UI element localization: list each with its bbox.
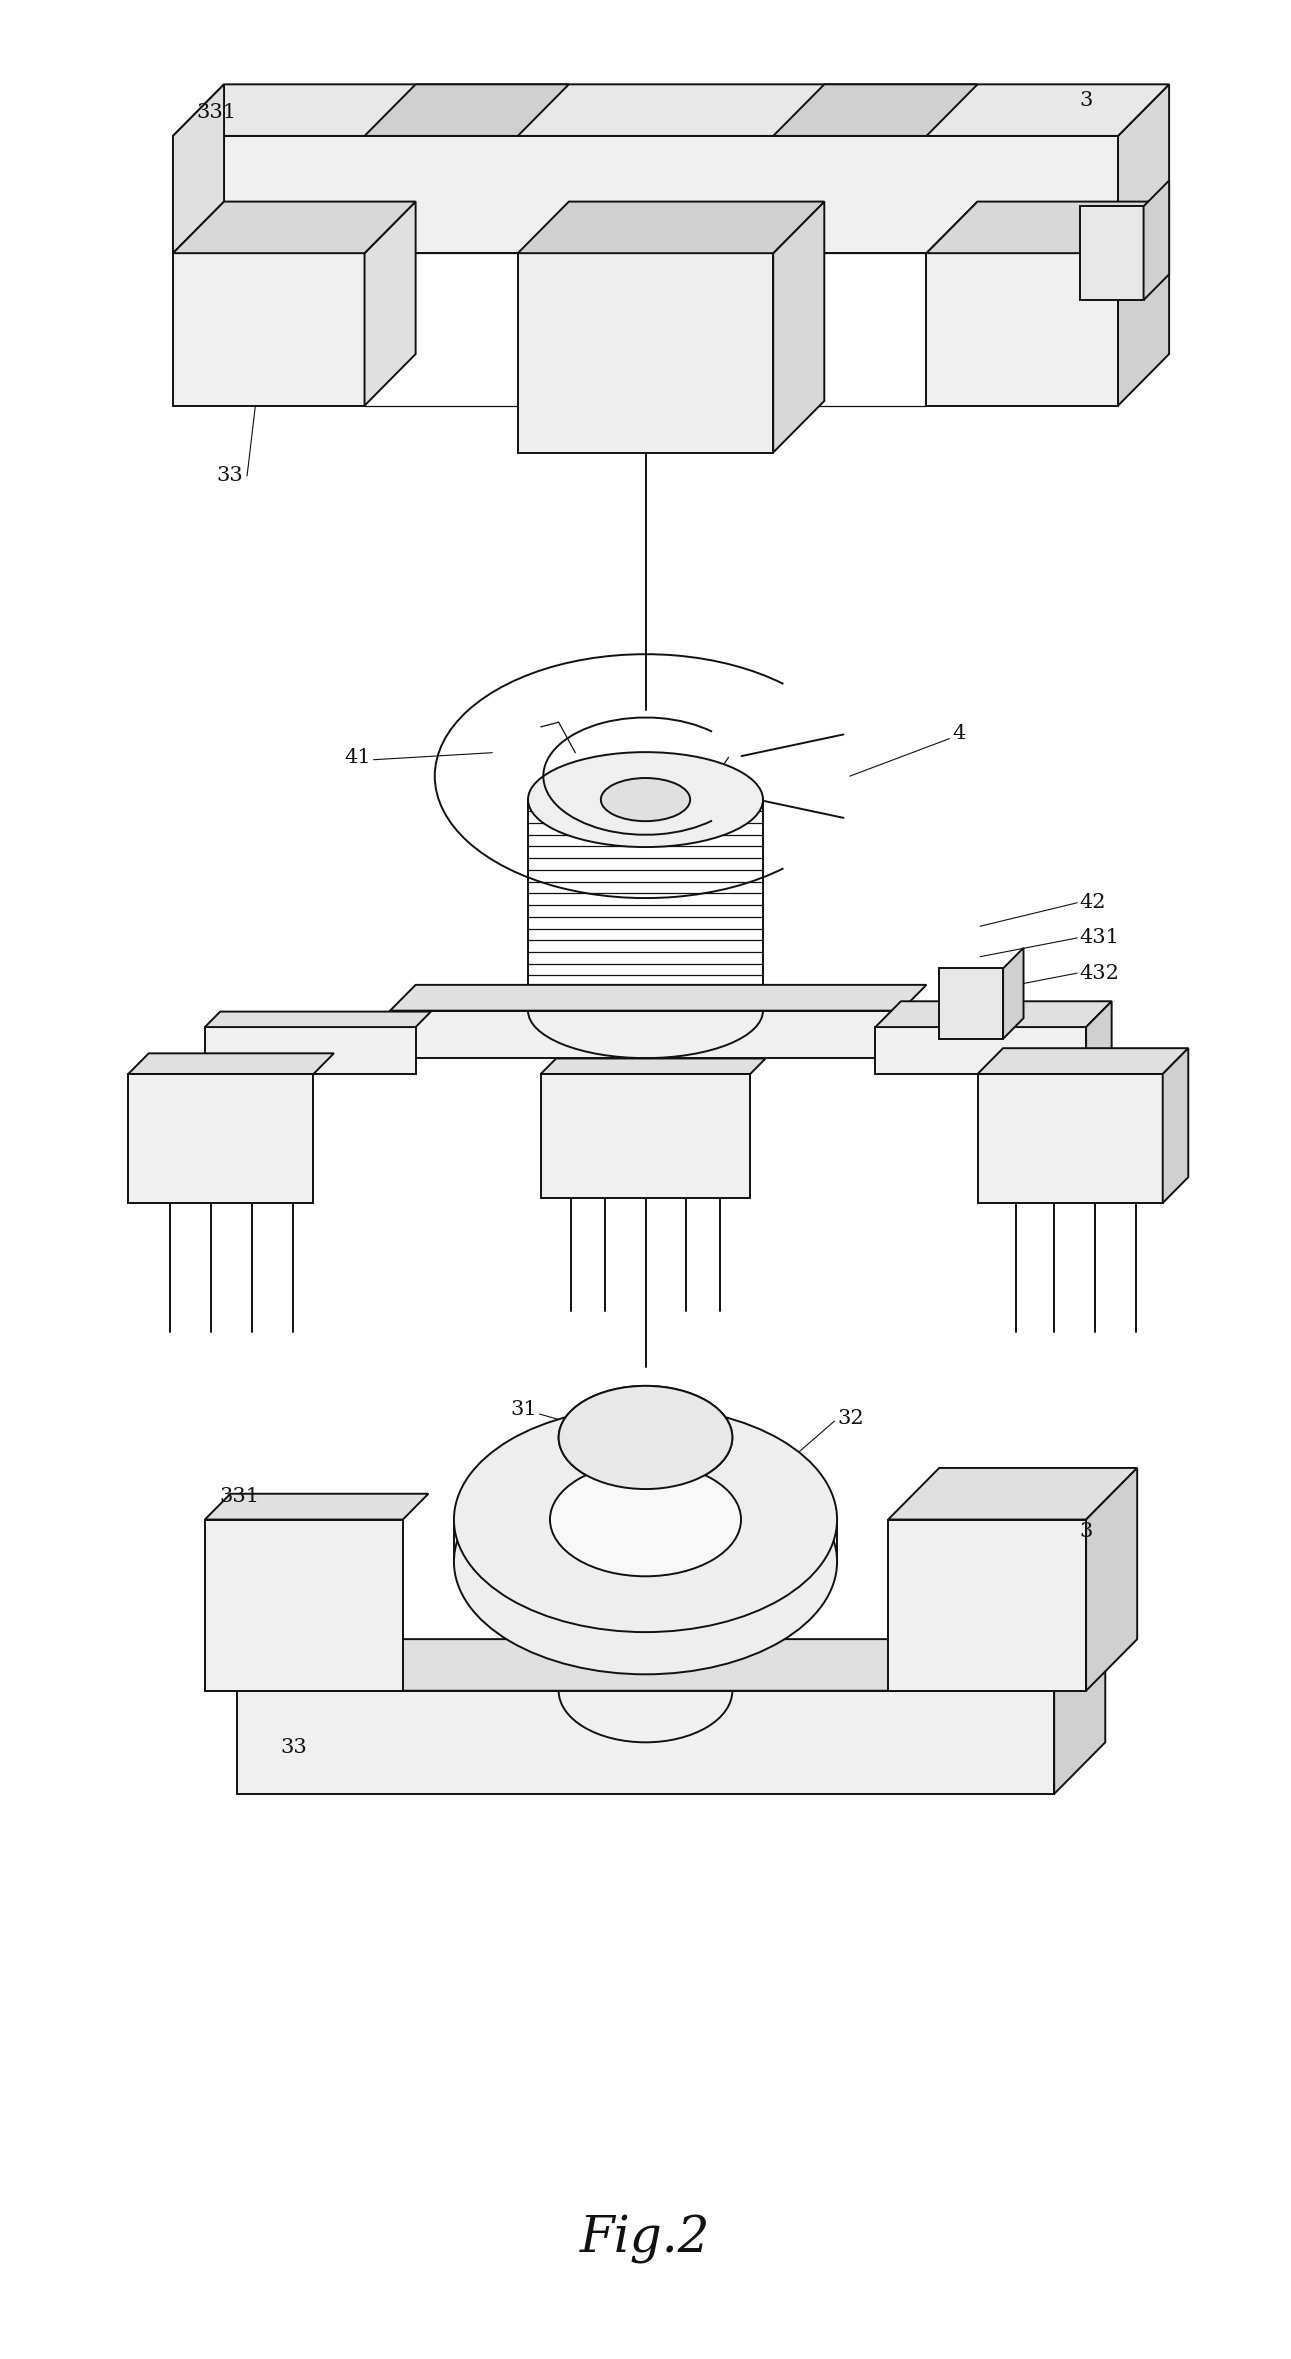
Text: 4: 4 [951, 724, 966, 743]
Polygon shape [173, 201, 416, 252]
Polygon shape [205, 1519, 403, 1691]
Polygon shape [773, 252, 927, 406]
Polygon shape [1055, 1640, 1105, 1793]
Polygon shape [773, 85, 977, 137]
Text: 331: 331 [196, 104, 236, 123]
Text: 32: 32 [837, 1408, 864, 1427]
Polygon shape [390, 984, 927, 1010]
Polygon shape [1144, 182, 1170, 300]
Polygon shape [390, 1010, 901, 1057]
Polygon shape [518, 252, 773, 453]
Polygon shape [940, 970, 1003, 1038]
Polygon shape [1086, 1000, 1112, 1073]
Polygon shape [541, 1059, 766, 1073]
Ellipse shape [559, 1385, 732, 1489]
Polygon shape [773, 201, 824, 453]
Polygon shape [236, 1691, 1055, 1793]
Polygon shape [888, 1519, 1086, 1691]
Polygon shape [205, 1026, 416, 1073]
Polygon shape [518, 201, 824, 252]
Text: Fig.2: Fig.2 [580, 2215, 711, 2265]
Text: 421: 421 [261, 1033, 301, 1052]
Polygon shape [364, 252, 518, 406]
Polygon shape [1003, 948, 1024, 1038]
Polygon shape [1118, 201, 1170, 406]
Polygon shape [236, 1640, 1105, 1691]
Ellipse shape [600, 778, 691, 821]
Text: 3: 3 [1079, 1522, 1093, 1540]
Polygon shape [875, 1000, 1112, 1026]
Polygon shape [1086, 1467, 1137, 1691]
Polygon shape [977, 1047, 1188, 1073]
Polygon shape [1163, 1047, 1188, 1203]
Polygon shape [173, 85, 1170, 137]
Polygon shape [128, 1073, 314, 1203]
Polygon shape [173, 252, 364, 406]
Polygon shape [927, 252, 1118, 406]
Polygon shape [927, 201, 977, 406]
Polygon shape [128, 1054, 334, 1073]
Ellipse shape [454, 1448, 837, 1675]
Text: 31: 31 [510, 1399, 537, 1418]
Text: 33: 33 [217, 467, 243, 486]
Text: 3: 3 [1079, 92, 1093, 111]
Polygon shape [364, 85, 569, 137]
Ellipse shape [559, 1385, 732, 1489]
Text: 331: 331 [219, 1486, 259, 1505]
Polygon shape [1079, 205, 1144, 300]
Ellipse shape [454, 1406, 837, 1632]
Polygon shape [173, 137, 1118, 252]
Text: 43: 43 [1079, 1000, 1106, 1019]
Polygon shape [205, 1493, 429, 1519]
Text: 31: 31 [704, 420, 729, 439]
Polygon shape [364, 201, 416, 406]
Polygon shape [1118, 85, 1170, 252]
Text: 431: 431 [1079, 929, 1119, 948]
Ellipse shape [550, 1463, 741, 1576]
Polygon shape [977, 1073, 1163, 1203]
Polygon shape [205, 1012, 431, 1026]
Polygon shape [888, 1467, 1137, 1519]
Polygon shape [927, 201, 1170, 252]
Text: 41: 41 [345, 748, 371, 767]
Text: 432: 432 [1079, 962, 1119, 984]
Ellipse shape [528, 753, 763, 847]
Polygon shape [875, 1026, 1086, 1073]
Text: 42: 42 [1079, 894, 1106, 913]
Polygon shape [173, 85, 225, 252]
Text: 33: 33 [280, 1739, 307, 1757]
Polygon shape [541, 1073, 750, 1198]
